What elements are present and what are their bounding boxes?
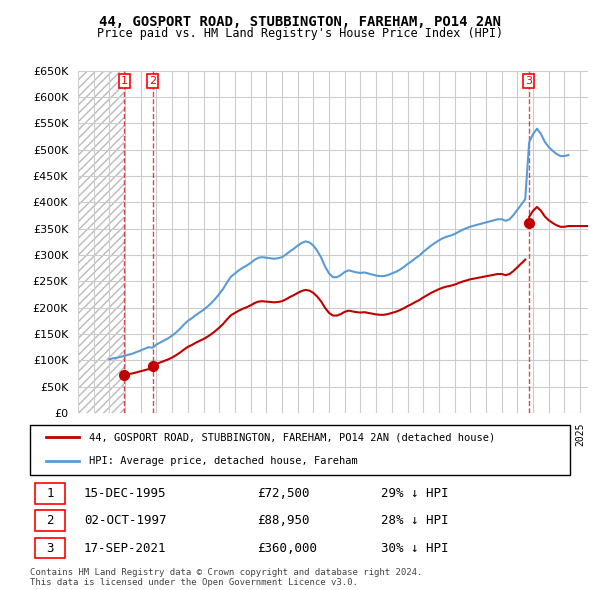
Text: 44, GOSPORT ROAD, STUBBINGTON, FAREHAM, PO14 2AN: 44, GOSPORT ROAD, STUBBINGTON, FAREHAM, … [99, 15, 501, 29]
Text: HPI: Average price, detached house, Fareham: HPI: Average price, detached house, Fare… [89, 456, 358, 466]
Text: 29% ↓ HPI: 29% ↓ HPI [381, 487, 449, 500]
Text: 2: 2 [46, 514, 54, 527]
Text: 44, GOSPORT ROAD, STUBBINGTON, FAREHAM, PO14 2AN (detached house): 44, GOSPORT ROAD, STUBBINGTON, FAREHAM, … [89, 432, 496, 442]
Text: Contains HM Land Registry data © Crown copyright and database right 2024.
This d: Contains HM Land Registry data © Crown c… [30, 568, 422, 587]
FancyBboxPatch shape [35, 510, 65, 531]
Text: 1: 1 [46, 487, 54, 500]
Text: £88,950: £88,950 [257, 514, 310, 527]
FancyBboxPatch shape [30, 425, 570, 475]
Text: 30% ↓ HPI: 30% ↓ HPI [381, 542, 449, 555]
Text: £360,000: £360,000 [257, 542, 317, 555]
Text: 17-SEP-2021: 17-SEP-2021 [84, 542, 167, 555]
FancyBboxPatch shape [35, 483, 65, 504]
Text: 1: 1 [121, 76, 128, 86]
Text: Price paid vs. HM Land Registry's House Price Index (HPI): Price paid vs. HM Land Registry's House … [97, 27, 503, 40]
Text: 3: 3 [525, 76, 532, 86]
Text: 2: 2 [149, 76, 156, 86]
Text: 15-DEC-1995: 15-DEC-1995 [84, 487, 167, 500]
Text: 3: 3 [46, 542, 54, 555]
Text: £72,500: £72,500 [257, 487, 310, 500]
Text: 28% ↓ HPI: 28% ↓ HPI [381, 514, 449, 527]
Text: 02-OCT-1997: 02-OCT-1997 [84, 514, 167, 527]
FancyBboxPatch shape [35, 538, 65, 558]
